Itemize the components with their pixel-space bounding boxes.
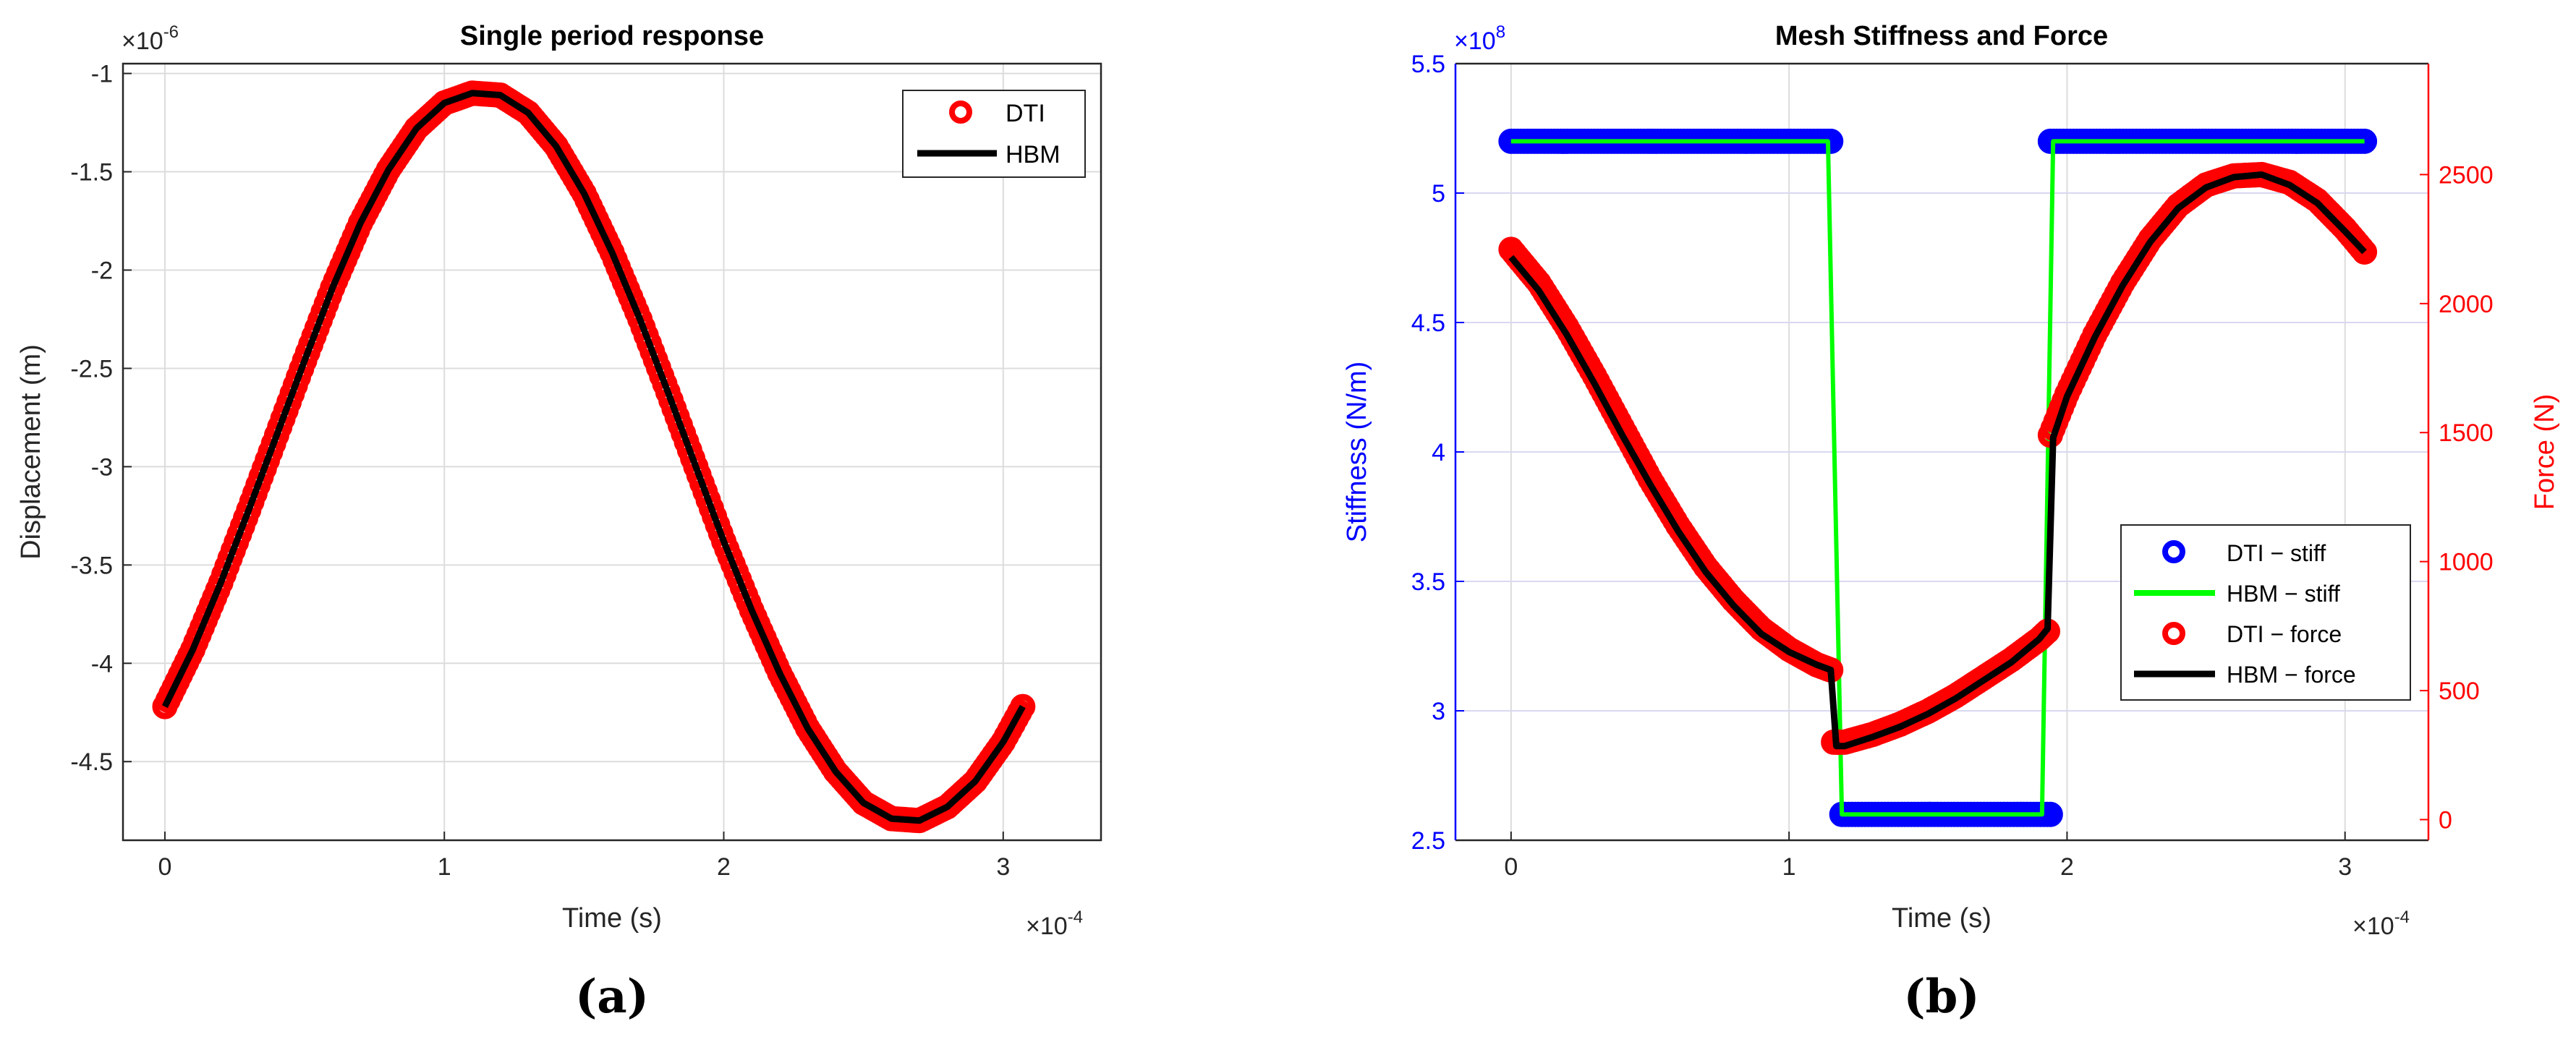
series-hbm-line bbox=[161, 90, 1026, 824]
panel-b-right-y-tick-label: 1000 bbox=[2439, 549, 2494, 576]
panel-a-caption: (a) bbox=[575, 970, 649, 1024]
panel-a-y-tick-label: -2 bbox=[91, 257, 113, 284]
panel-b-left-y-tick-label: 5.5 bbox=[1411, 51, 1445, 78]
panel-b-right-y-tick-label: 500 bbox=[2439, 678, 2480, 705]
panel-b-right-y-tick-label: 0 bbox=[2439, 806, 2452, 834]
panel-a-y-tick-label: -4.5 bbox=[70, 748, 113, 776]
panel-a-x-tick-label: 2 bbox=[717, 853, 731, 881]
panel-a-x-axis-label: Time (s) bbox=[562, 903, 662, 934]
panel-a-y-tick-label: -1 bbox=[91, 61, 113, 88]
panel-a-y-tick-label: -3 bbox=[91, 453, 113, 481]
panel-a-x-exponent: ×10-4 bbox=[1026, 908, 1083, 940]
panel-b-x-tick-label: 1 bbox=[1782, 853, 1796, 881]
panel-a-y-axis-label: Displacement (m) bbox=[16, 344, 46, 560]
panel-a-x-tick-label: 3 bbox=[996, 853, 1010, 881]
panel-a-title: Single period response bbox=[460, 21, 764, 51]
dti-marker bbox=[1010, 693, 1036, 719]
panel-b-left-y-tick-label: 5 bbox=[1432, 180, 1445, 208]
panel-a-x-tick-label: 1 bbox=[438, 853, 451, 881]
svg-text:×108: ×108 bbox=[1454, 22, 1505, 55]
panel-a-y-exponent: ×10-6 bbox=[122, 22, 179, 55]
panel-b-right-y-tick-label: 1500 bbox=[2439, 419, 2494, 447]
panel-b-chart: 0 1 2 3 2.5 3 3.5 4 4.5 5 5.5 0 500 1000 1500 2000 250… bbox=[1342, 21, 2560, 940]
panel-b-series bbox=[1498, 128, 2378, 827]
series-dti-markers bbox=[152, 80, 1036, 834]
panel-b-left-y-tick-label: 4.5 bbox=[1411, 309, 1445, 337]
panel-b-left-y-tick-label: 3.5 bbox=[1411, 568, 1445, 596]
svg-text:×10-4: ×10-4 bbox=[1026, 908, 1083, 940]
panel-b-left-y-ticks: 2.5 3 3.5 4 4.5 5 5.5 bbox=[1411, 51, 1464, 855]
panel-a-chart: 0 1 2 3 -4.5 -4 -3.5 -3 -2.5 -2 -1.5 -1 Single per… bbox=[16, 21, 1102, 940]
legend-marker-dti bbox=[949, 101, 972, 124]
legend-label-hbm-force: HBM − force bbox=[2227, 662, 2356, 688]
panel-b-left-y-axis-label: Stiffness (N/m) bbox=[1342, 362, 1372, 543]
panel-a-series bbox=[152, 80, 1036, 834]
panel-a-x-ticks: 0 1 2 3 bbox=[158, 832, 1010, 881]
panel-a-x-tick-label: 0 bbox=[158, 853, 171, 881]
legend-label-dti: DTI bbox=[1006, 100, 1045, 127]
svg-text:×10-6: ×10-6 bbox=[122, 22, 179, 55]
panel-b-right-y-ticks: 0 500 1000 1500 2000 2500 bbox=[2420, 161, 2494, 834]
panel-b-left-y-tick-label: 2.5 bbox=[1411, 827, 1445, 855]
panel-b-left-y-tick-label: 4 bbox=[1432, 439, 1445, 466]
panel-b-right-y-tick-label: 2500 bbox=[2439, 161, 2494, 189]
panel-a-y-ticks: -4.5 -4 -3.5 -3 -2.5 -2 -1.5 -1 bbox=[70, 61, 132, 776]
panel-b-x-tick-label: 0 bbox=[1504, 853, 1518, 881]
panel-b-x-ticks: 0 1 2 3 bbox=[1504, 832, 2352, 881]
panel-a-y-tick-label: -1.5 bbox=[70, 159, 113, 187]
panel-a-y-tick-label: -2.5 bbox=[70, 355, 113, 383]
panel-b-left-y-exponent: ×108 bbox=[1454, 22, 1505, 55]
legend-label-hbm-stiff: HBM − stiff bbox=[2227, 581, 2340, 607]
panel-b-x-tick-label: 3 bbox=[2338, 853, 2352, 881]
series-dti-force-marker bbox=[2352, 239, 2378, 265]
legend-marker-dti-stiff bbox=[2162, 540, 2185, 563]
panel-a-y-tick-label: -3.5 bbox=[70, 552, 113, 579]
panel-b-right-y-tick-label: 2000 bbox=[2439, 291, 2494, 318]
panel-a-grid bbox=[123, 64, 1101, 840]
panel-b-caption: (b) bbox=[1903, 970, 1979, 1024]
panel-b-x-exponent: ×10-4 bbox=[2352, 908, 2410, 940]
panel-a-legend: DTI HBM bbox=[902, 90, 1086, 178]
svg-text:×10-4: ×10-4 bbox=[2352, 908, 2410, 940]
panel-b-title: Mesh Stiffness and Force bbox=[1775, 21, 2108, 51]
series-hbm-force-line bbox=[1508, 171, 2367, 750]
panel-b-legend: DTI − stiff HBM − stiff DTI − force HBM … bbox=[2120, 524, 2411, 701]
legend-label-dti-force: DTI − force bbox=[2227, 621, 2342, 647]
legend-label-dti-stiff: DTI − stiff bbox=[2227, 540, 2326, 566]
panel-b-x-axis-label: Time (s) bbox=[1892, 903, 1991, 934]
panel-b-right-y-axis-label: Force (N) bbox=[2530, 394, 2560, 510]
legend-marker-dti-force bbox=[2162, 622, 2185, 645]
legend-label-hbm: HBM bbox=[1006, 141, 1060, 168]
panel-a-y-tick-label: -4 bbox=[91, 650, 113, 678]
series-hbm-stiff-line bbox=[1510, 139, 2365, 817]
panel-b-x-tick-label: 2 bbox=[2060, 853, 2074, 881]
panel-b-left-y-tick-label: 3 bbox=[1432, 698, 1445, 725]
